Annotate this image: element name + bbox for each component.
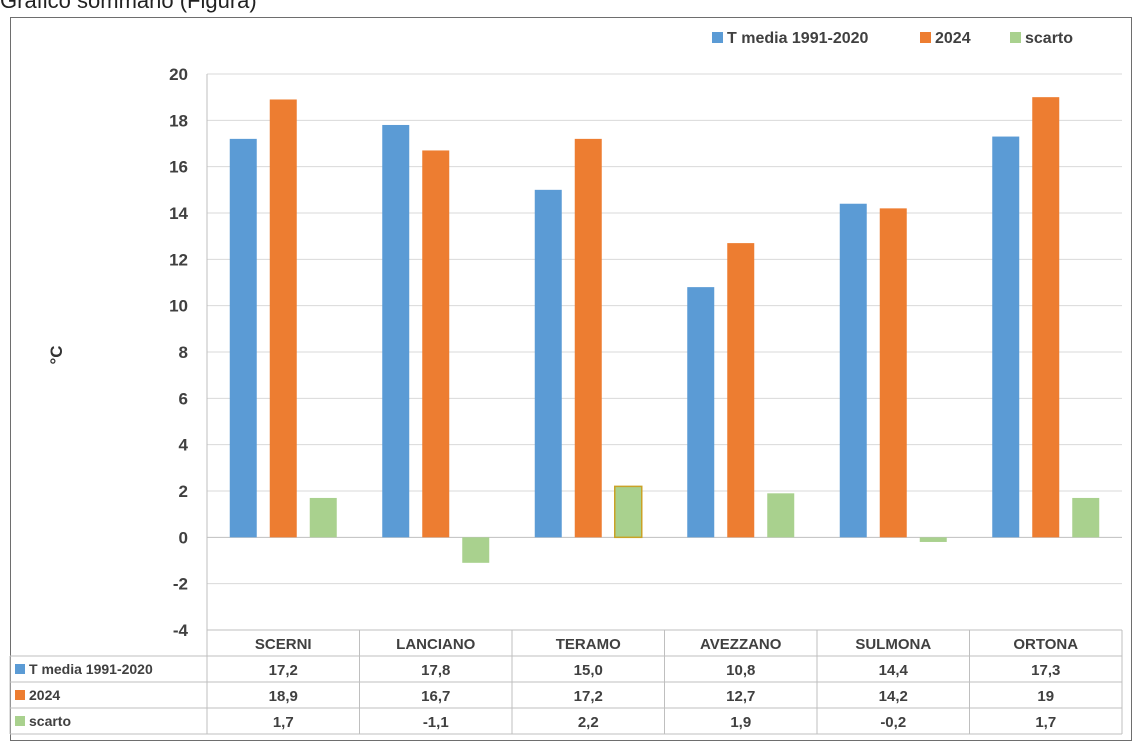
y-tick-labels: -4 -2 0 2 4 6 8 10 12 14 16 18 20 <box>169 65 188 640</box>
category-label: ORTONA <box>1013 636 1078 653</box>
table-cell: 17,2 <box>574 688 603 705</box>
bar <box>229 138 257 538</box>
y-tick-label: 4 <box>179 436 189 455</box>
y-tick-label: 0 <box>179 528 188 547</box>
table-cell: 16,7 <box>421 688 450 705</box>
table-cell: 1,7 <box>1035 714 1056 731</box>
bar <box>269 99 297 538</box>
bar <box>534 189 562 538</box>
bar <box>839 203 867 538</box>
table-cell: 1,7 <box>273 714 294 731</box>
bar <box>727 243 755 538</box>
table-row-label: 2024 <box>29 687 60 703</box>
table-legend-key <box>15 690 25 700</box>
y-tick-label: 18 <box>169 111 188 130</box>
y-tick-label: -4 <box>173 621 189 640</box>
table-cell: -1,1 <box>423 714 449 731</box>
y-tick-label: 16 <box>169 158 188 177</box>
table-cell: 19 <box>1037 688 1054 705</box>
legend-label: T media 1991-2020 <box>727 30 869 47</box>
table-cell: 2,2 <box>578 714 599 731</box>
category-label: AVEZZANO <box>700 636 782 653</box>
legend-swatch <box>712 32 723 43</box>
bar <box>574 138 602 538</box>
category-label: TERAMO <box>556 636 621 653</box>
table-cell: 15,0 <box>574 662 603 679</box>
bar <box>919 537 947 542</box>
data-table: SCERNI LANCIANO TERAMO AVEZZANO SULMONA ORTON… <box>9 629 1123 735</box>
legend-label: scarto <box>1025 30 1073 47</box>
table-row-label: scarto <box>29 713 71 729</box>
bar <box>462 537 490 563</box>
y-tick-label: 14 <box>169 204 188 223</box>
bar <box>1072 497 1100 538</box>
top-caption: Grafico sommario (Figura) <box>0 0 257 13</box>
bar <box>309 497 337 538</box>
bar <box>1032 97 1060 538</box>
y-tick-label: 8 <box>179 343 188 362</box>
bar <box>879 208 907 538</box>
bar <box>382 124 410 538</box>
table-cell: 17,8 <box>421 662 450 679</box>
bar <box>687 287 715 538</box>
bar <box>422 150 450 538</box>
bar <box>614 485 643 539</box>
table-cell: 1,9 <box>730 714 751 731</box>
y-axis-label: °C <box>47 345 66 364</box>
category-label: SULMONA <box>855 636 931 653</box>
table-row-label: T media 1991-2020 <box>29 661 153 677</box>
table-cell: 10,8 <box>726 662 755 679</box>
y-tick-label: 10 <box>169 297 188 316</box>
legend-label: 2024 <box>935 30 971 47</box>
legend-swatch <box>920 32 931 43</box>
bar <box>992 136 1020 538</box>
bar <box>767 493 795 538</box>
table-cell: -0,2 <box>880 714 906 731</box>
legend: T media 1991-2020 2024 scarto <box>712 30 1073 47</box>
chart-frame <box>10 17 1132 741</box>
legend-swatch <box>1010 32 1021 43</box>
y-tick-label: 6 <box>179 389 188 408</box>
gridlines <box>206 73 1122 631</box>
category-label: SCERNI <box>255 636 312 653</box>
bars <box>229 97 1100 563</box>
y-tick-label: 20 <box>169 65 188 84</box>
y-tick-label: 12 <box>169 250 188 269</box>
table-legend-key <box>15 664 25 674</box>
y-tick-label: -2 <box>173 575 188 594</box>
table-legend-key <box>15 716 25 726</box>
table-cell: 12,7 <box>726 688 755 705</box>
table-cell: 14,4 <box>879 662 909 679</box>
category-label: LANCIANO <box>396 636 475 653</box>
table-cell: 14,2 <box>879 688 908 705</box>
table-cell: 17,3 <box>1031 662 1060 679</box>
table-cell: 17,2 <box>269 662 298 679</box>
y-tick-label: 2 <box>179 482 188 501</box>
table-cell: 18,9 <box>269 688 298 705</box>
